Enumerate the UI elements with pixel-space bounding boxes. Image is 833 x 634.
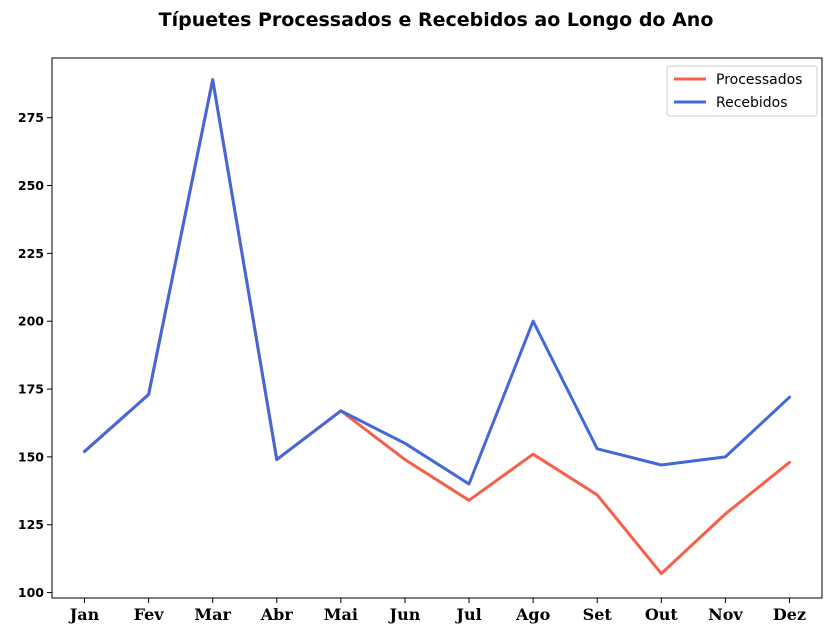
y-tick-label: 100: [18, 585, 44, 600]
x-tick-label: Jul: [454, 605, 481, 624]
y-tick-label: 225: [18, 246, 44, 261]
series-line-recebidos: [83, 78, 791, 486]
chart-title: Típuetes Processados e Recebidos ao Long…: [159, 9, 714, 31]
y-tick-label: 175: [18, 382, 44, 397]
y-axis: 100 125 150 175 200 225 250 275: [18, 110, 52, 600]
y-tick-label: 125: [18, 517, 44, 532]
x-tick-label: Out: [645, 605, 679, 624]
y-tick-label: 150: [18, 449, 44, 464]
legend: Processados Recebidos: [666, 65, 818, 117]
series-line-processados: [83, 78, 791, 576]
x-tick-label: Fev: [134, 605, 165, 624]
legend-label-recebidos: Recebidos: [716, 95, 788, 111]
y-tick-label: 250: [18, 178, 44, 193]
series-layer: [83, 78, 791, 576]
x-tick-label: Nov: [708, 605, 743, 624]
x-tick-label: Dez: [773, 605, 806, 624]
x-tick-label: Jan: [68, 605, 100, 624]
x-tick-label: Mai: [324, 605, 358, 624]
y-tick-label: 275: [18, 110, 44, 125]
legend-label-processados: Processados: [716, 72, 802, 88]
x-tick-label: Set: [583, 605, 613, 624]
x-tick-label: Jun: [388, 605, 421, 624]
x-axis: Jan Fev Mar Abr Mai Jun Jul Ago Set Out Nov Dez: [68, 598, 806, 624]
plot-area: [51, 57, 823, 599]
x-tick-label: Mar: [194, 605, 231, 624]
x-tick-label: Abr: [260, 605, 294, 624]
x-tick-label: Ago: [515, 605, 551, 624]
y-tick-label: 200: [18, 314, 44, 329]
